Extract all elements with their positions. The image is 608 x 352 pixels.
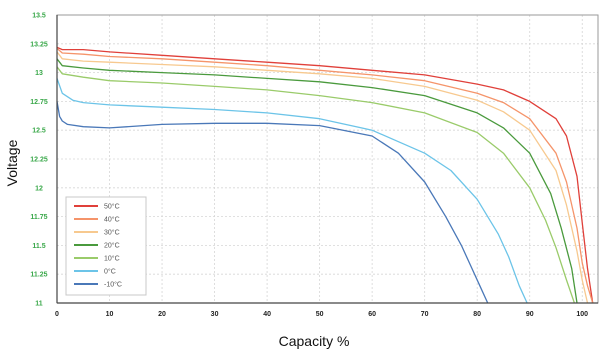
y-tick-label: 11.75 [30, 214, 47, 221]
series-line [56, 78, 528, 304]
y-tick-label: 11.25 [30, 272, 47, 279]
x-tick-label: 70 [421, 311, 429, 318]
series-line [56, 47, 594, 304]
legend-label: 0°C [104, 268, 116, 276]
x-tick-label: 100 [576, 311, 588, 318]
legend-label: 10°C [104, 255, 120, 263]
y-tick-label: 13.5 [32, 13, 46, 20]
legend-label: 40°C [104, 216, 120, 224]
y-tick-label: 12.25 [30, 157, 48, 164]
legend-label: 20°C [104, 242, 120, 250]
legend-label: 30°C [104, 229, 120, 237]
axes [56, 14, 599, 304]
x-tick-label: 90 [526, 311, 534, 318]
y-tick-label: 11 [35, 301, 43, 308]
x-tick-label: 10 [106, 311, 114, 318]
series-line [56, 51, 589, 304]
legend: 50°C 40°C 30°C 20°C 10°C 0°C -10°C [65, 196, 147, 296]
legend-label: 50°C [104, 203, 120, 211]
tick-labels: 0 10 20 30 40 50 60 70 80 90 100 11 11.25 11.5 11.75 12… [30, 13, 588, 319]
x-tick-label: 50 [316, 311, 324, 318]
y-tick-label: 11.5 [32, 243, 45, 250]
series-line [56, 58, 578, 304]
x-tick-label: 0 [55, 311, 59, 318]
x-tick-label: 80 [473, 311, 481, 318]
x-axis-title: Capacity % [279, 333, 350, 349]
y-tick-label: 12 [35, 185, 43, 192]
legend-label: -10°C [104, 281, 122, 289]
series-line [56, 101, 489, 304]
series-line [56, 66, 576, 304]
x-tick-label: 60 [368, 311, 376, 318]
y-tick-label: 13.25 [30, 41, 48, 48]
series-line [56, 46, 594, 304]
y-axis-title: Voltage [4, 139, 20, 186]
y-tick-label: 12.75 [30, 99, 48, 106]
x-tick-label: 40 [263, 311, 271, 318]
x-tick-label: 20 [158, 311, 166, 318]
y-tick-label: 13 [35, 70, 43, 77]
x-tick-label: 30 [211, 311, 219, 318]
y-tick-label: 12.5 [32, 128, 46, 135]
series-lines [56, 46, 594, 304]
